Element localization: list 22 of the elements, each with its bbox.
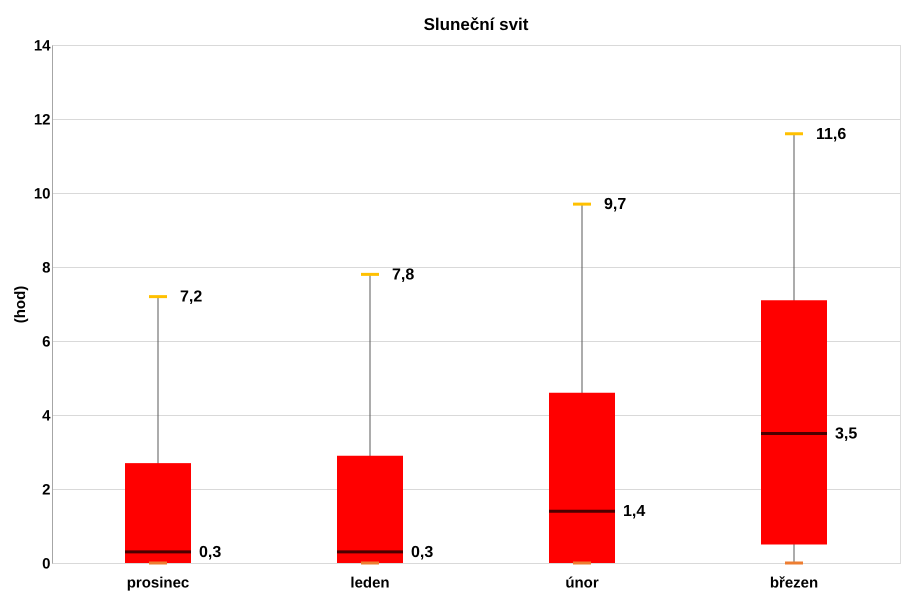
x-tick-label: leden (350, 574, 390, 592)
y-tick-label: 0 (42, 556, 50, 572)
y-tick-label: 6 (42, 334, 50, 350)
y-axis-title: (hod) (12, 286, 29, 324)
y-tick-label: 12 (34, 112, 50, 128)
x-tick-label: březen (770, 574, 818, 592)
y-tick-label: 10 (34, 186, 50, 202)
y-tick-label: 14 (34, 38, 52, 54)
annotation: 7,8 (392, 266, 414, 284)
annotation: 11,6 (816, 126, 846, 143)
y-tick-label: 4 (42, 408, 52, 424)
chart-title: Sluneční svit (424, 15, 529, 34)
annotation: 9,7 (604, 196, 626, 214)
annotation: 7,2 (180, 288, 202, 306)
y-tick-label: 2 (42, 482, 50, 498)
annotation: 3,5 (835, 426, 858, 442)
x-tick-label: únor (565, 574, 599, 592)
x-tick-label: prosinec (126, 574, 190, 592)
annotation: 1,4 (623, 503, 646, 520)
annotation: 0,3 (411, 544, 434, 561)
y-tick-label: 8 (42, 260, 50, 276)
annotation: 0,3 (199, 544, 222, 561)
